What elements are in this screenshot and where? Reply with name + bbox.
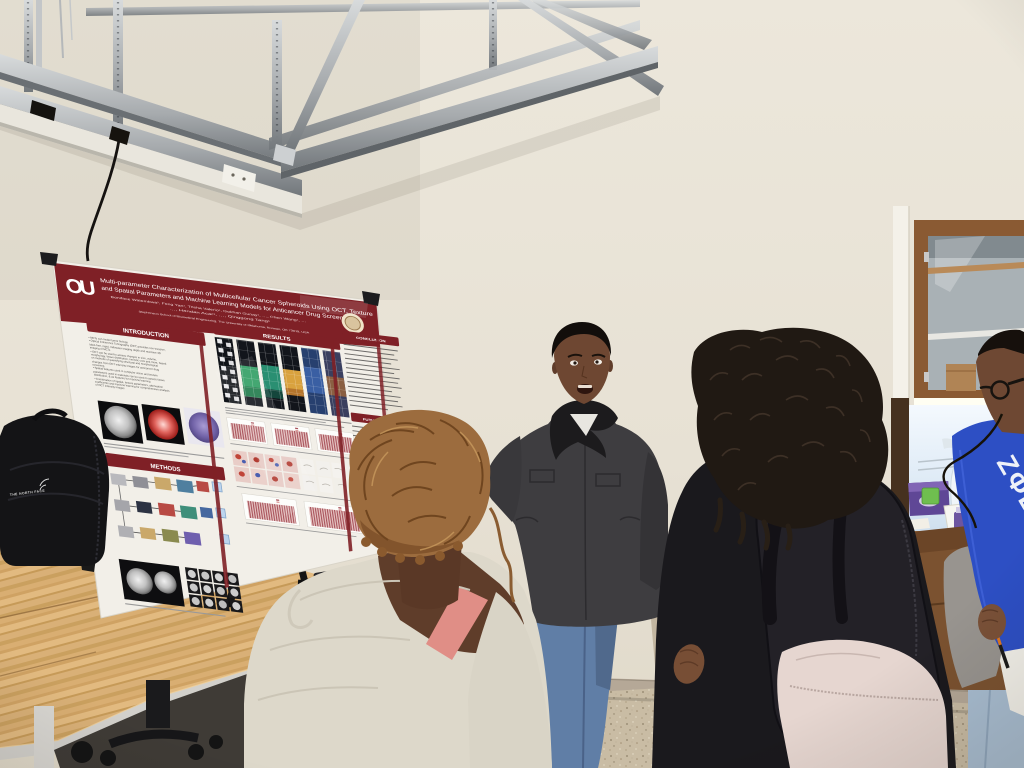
scene-canvas: ΖΦΒ OU Multi-parameter Characterizati xyxy=(0,0,1024,768)
photo-vignette xyxy=(0,0,1024,768)
photo-lab-poster-presentation: ΖΦΒ OU Multi-parameter Characterizati xyxy=(0,0,1024,768)
